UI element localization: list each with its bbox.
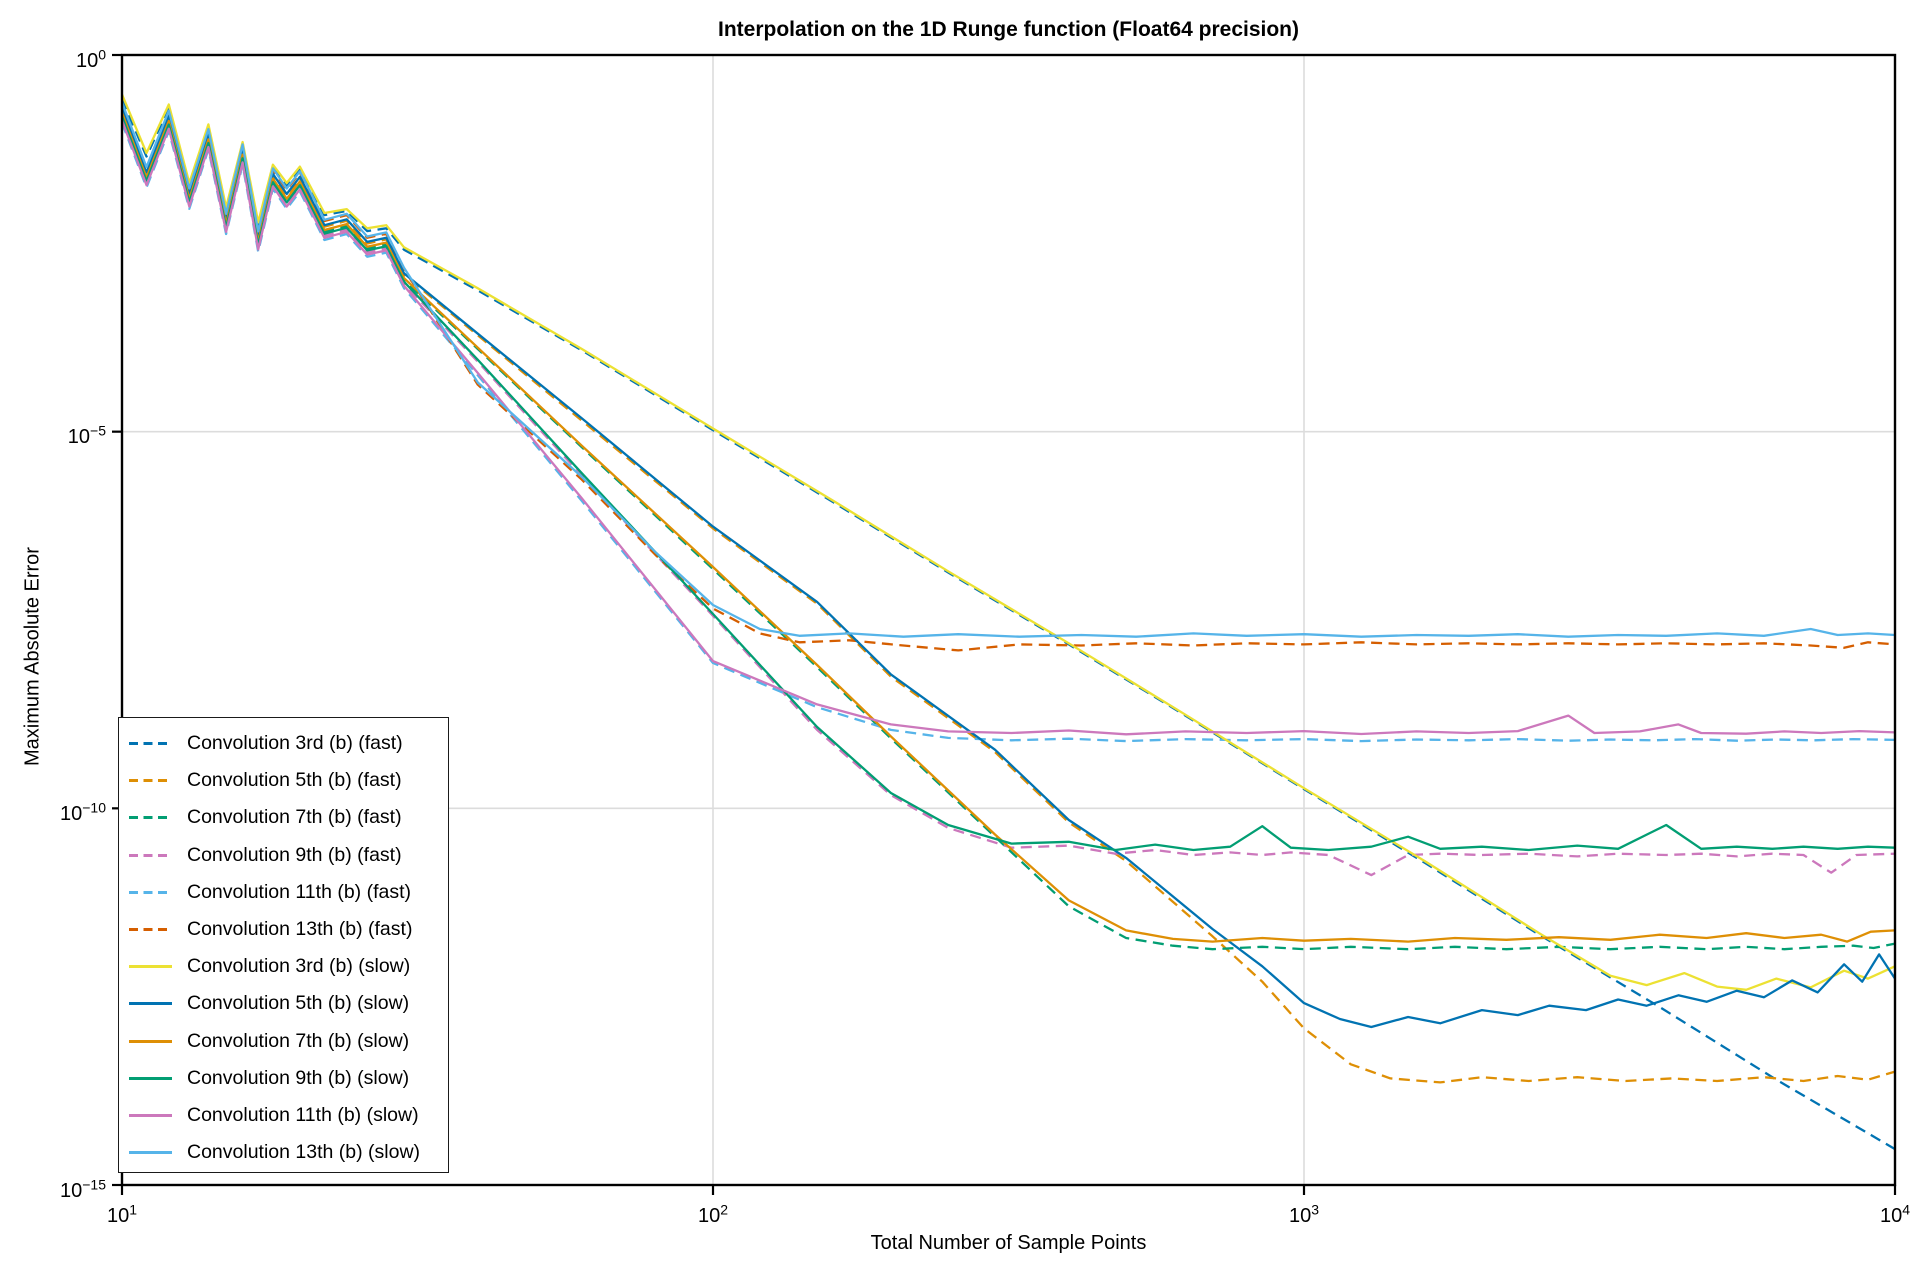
x-tick-label-10e1: 101 — [106, 1201, 138, 1227]
series-line-convolution-11th-b-fast — [120, 122, 1896, 743]
series-line-convolution-13th-b-slow — [120, 102, 1896, 638]
legend-item-convolution-11th-b-slow: Convolution 11th (b) (slow) — [129, 1097, 448, 1134]
legend-item-label: Convolution 13th (b) (fast) — [187, 918, 413, 941]
legend-dashed-line-swatch — [129, 779, 172, 783]
legend-dashed-line-swatch — [129, 928, 172, 932]
legend-item-label: Convolution 5th (b) (slow) — [187, 992, 410, 1015]
legend-solid-line-swatch — [129, 1151, 172, 1155]
legend-dashed-line-swatch — [129, 816, 172, 820]
legend-item-label: Convolution 13th (b) (slow) — [187, 1141, 421, 1164]
legend-item-label: Convolution 7th (b) (slow) — [187, 1029, 410, 1052]
legend-item-convolution-13th-b-slow: Convolution 13th (b) (slow) — [129, 1134, 448, 1171]
legend-dashed-line-swatch — [129, 890, 172, 894]
legend-item-label: Convolution 7th (b) (fast) — [187, 806, 402, 829]
legend-solid-line-swatch — [129, 1076, 172, 1080]
legend-dashed-line-swatch — [129, 853, 172, 857]
legend-item-convolution-9th-b-fast: Convolution 9th (b) (fast) — [129, 837, 448, 874]
y-tick-label-10e-10: 10−10 — [60, 799, 106, 825]
legend-item-label: Convolution 11th (b) (slow) — [187, 1103, 419, 1126]
legend-item-convolution-7th-b-fast: Convolution 7th (b) (fast) — [129, 799, 448, 836]
plot-frame — [120, 53, 1897, 1187]
x-tick-label-10e3: 103 — [1288, 1201, 1320, 1227]
x-axis-label: Total Number of Sample Points — [870, 1232, 1147, 1254]
y-tick-label-10e-15: 10−15 — [60, 1176, 106, 1202]
legend-solid-line-swatch — [129, 1039, 172, 1043]
legend-item-label: Convolution 9th (b) (slow) — [187, 1066, 410, 1089]
legend-item-convolution-9th-b-slow: Convolution 9th (b) (slow) — [129, 1060, 448, 1097]
series-line-convolution-7th-b-fast — [120, 114, 1896, 951]
legend-item-convolution-5th-b-slow: Convolution 5th (b) (slow) — [129, 985, 448, 1022]
series-line-convolution-13th-b-fast — [120, 103, 1896, 652]
legend-box: Convolution 3rd (b) (fast) Convolution 5t… — [118, 717, 449, 1173]
legend-item-label: Convolution 3rd (b) (fast) — [187, 732, 403, 755]
legend-item-convolution-7th-b-slow: Convolution 7th (b) (slow) — [129, 1023, 448, 1060]
legend-item-convolution-5th-b-fast: Convolution 5th (b) (fast) — [129, 762, 448, 799]
legend-item-convolution-3rd-b-slow: Convolution 3rd (b) (slow) — [129, 948, 448, 985]
legend-item-label: Convolution 11th (b) (fast) — [187, 880, 411, 903]
legend-item-convolution-13th-b-fast: Convolution 13th (b) (fast) — [129, 911, 448, 948]
legend-item-label: Convolution 9th (b) (fast) — [187, 843, 402, 866]
y-axis-label: Maximum Absolute Error — [21, 547, 44, 766]
legend-solid-line-swatch — [129, 965, 172, 969]
legend-dashed-line-swatch — [129, 742, 172, 746]
legend-item-convolution-3rd-b-fast: Convolution 3rd (b) (fast) — [129, 725, 448, 762]
legend-solid-line-swatch — [129, 1002, 172, 1006]
data-series-lines — [120, 93, 1896, 1151]
y-tick-label-10e-5: 10−5 — [67, 422, 106, 449]
legend-item-label: Convolution 5th (b) (fast) — [187, 769, 402, 792]
legend-item-label: Convolution 3rd (b) (slow) — [187, 955, 411, 978]
chart-title: Interpolation on the 1D Runge function (… — [717, 18, 1299, 41]
x-tick-label-10e4: 104 — [1879, 1201, 1911, 1227]
legend-item-convolution-11th-b-fast: Convolution 11th (b) (fast) — [129, 874, 448, 911]
x-tick-label-10e2: 102 — [697, 1201, 729, 1227]
series-line-convolution-11th-b-slow — [120, 120, 1896, 736]
y-tick-label-10e0: 100 — [75, 46, 106, 72]
legend-solid-line-swatch — [129, 1113, 172, 1117]
